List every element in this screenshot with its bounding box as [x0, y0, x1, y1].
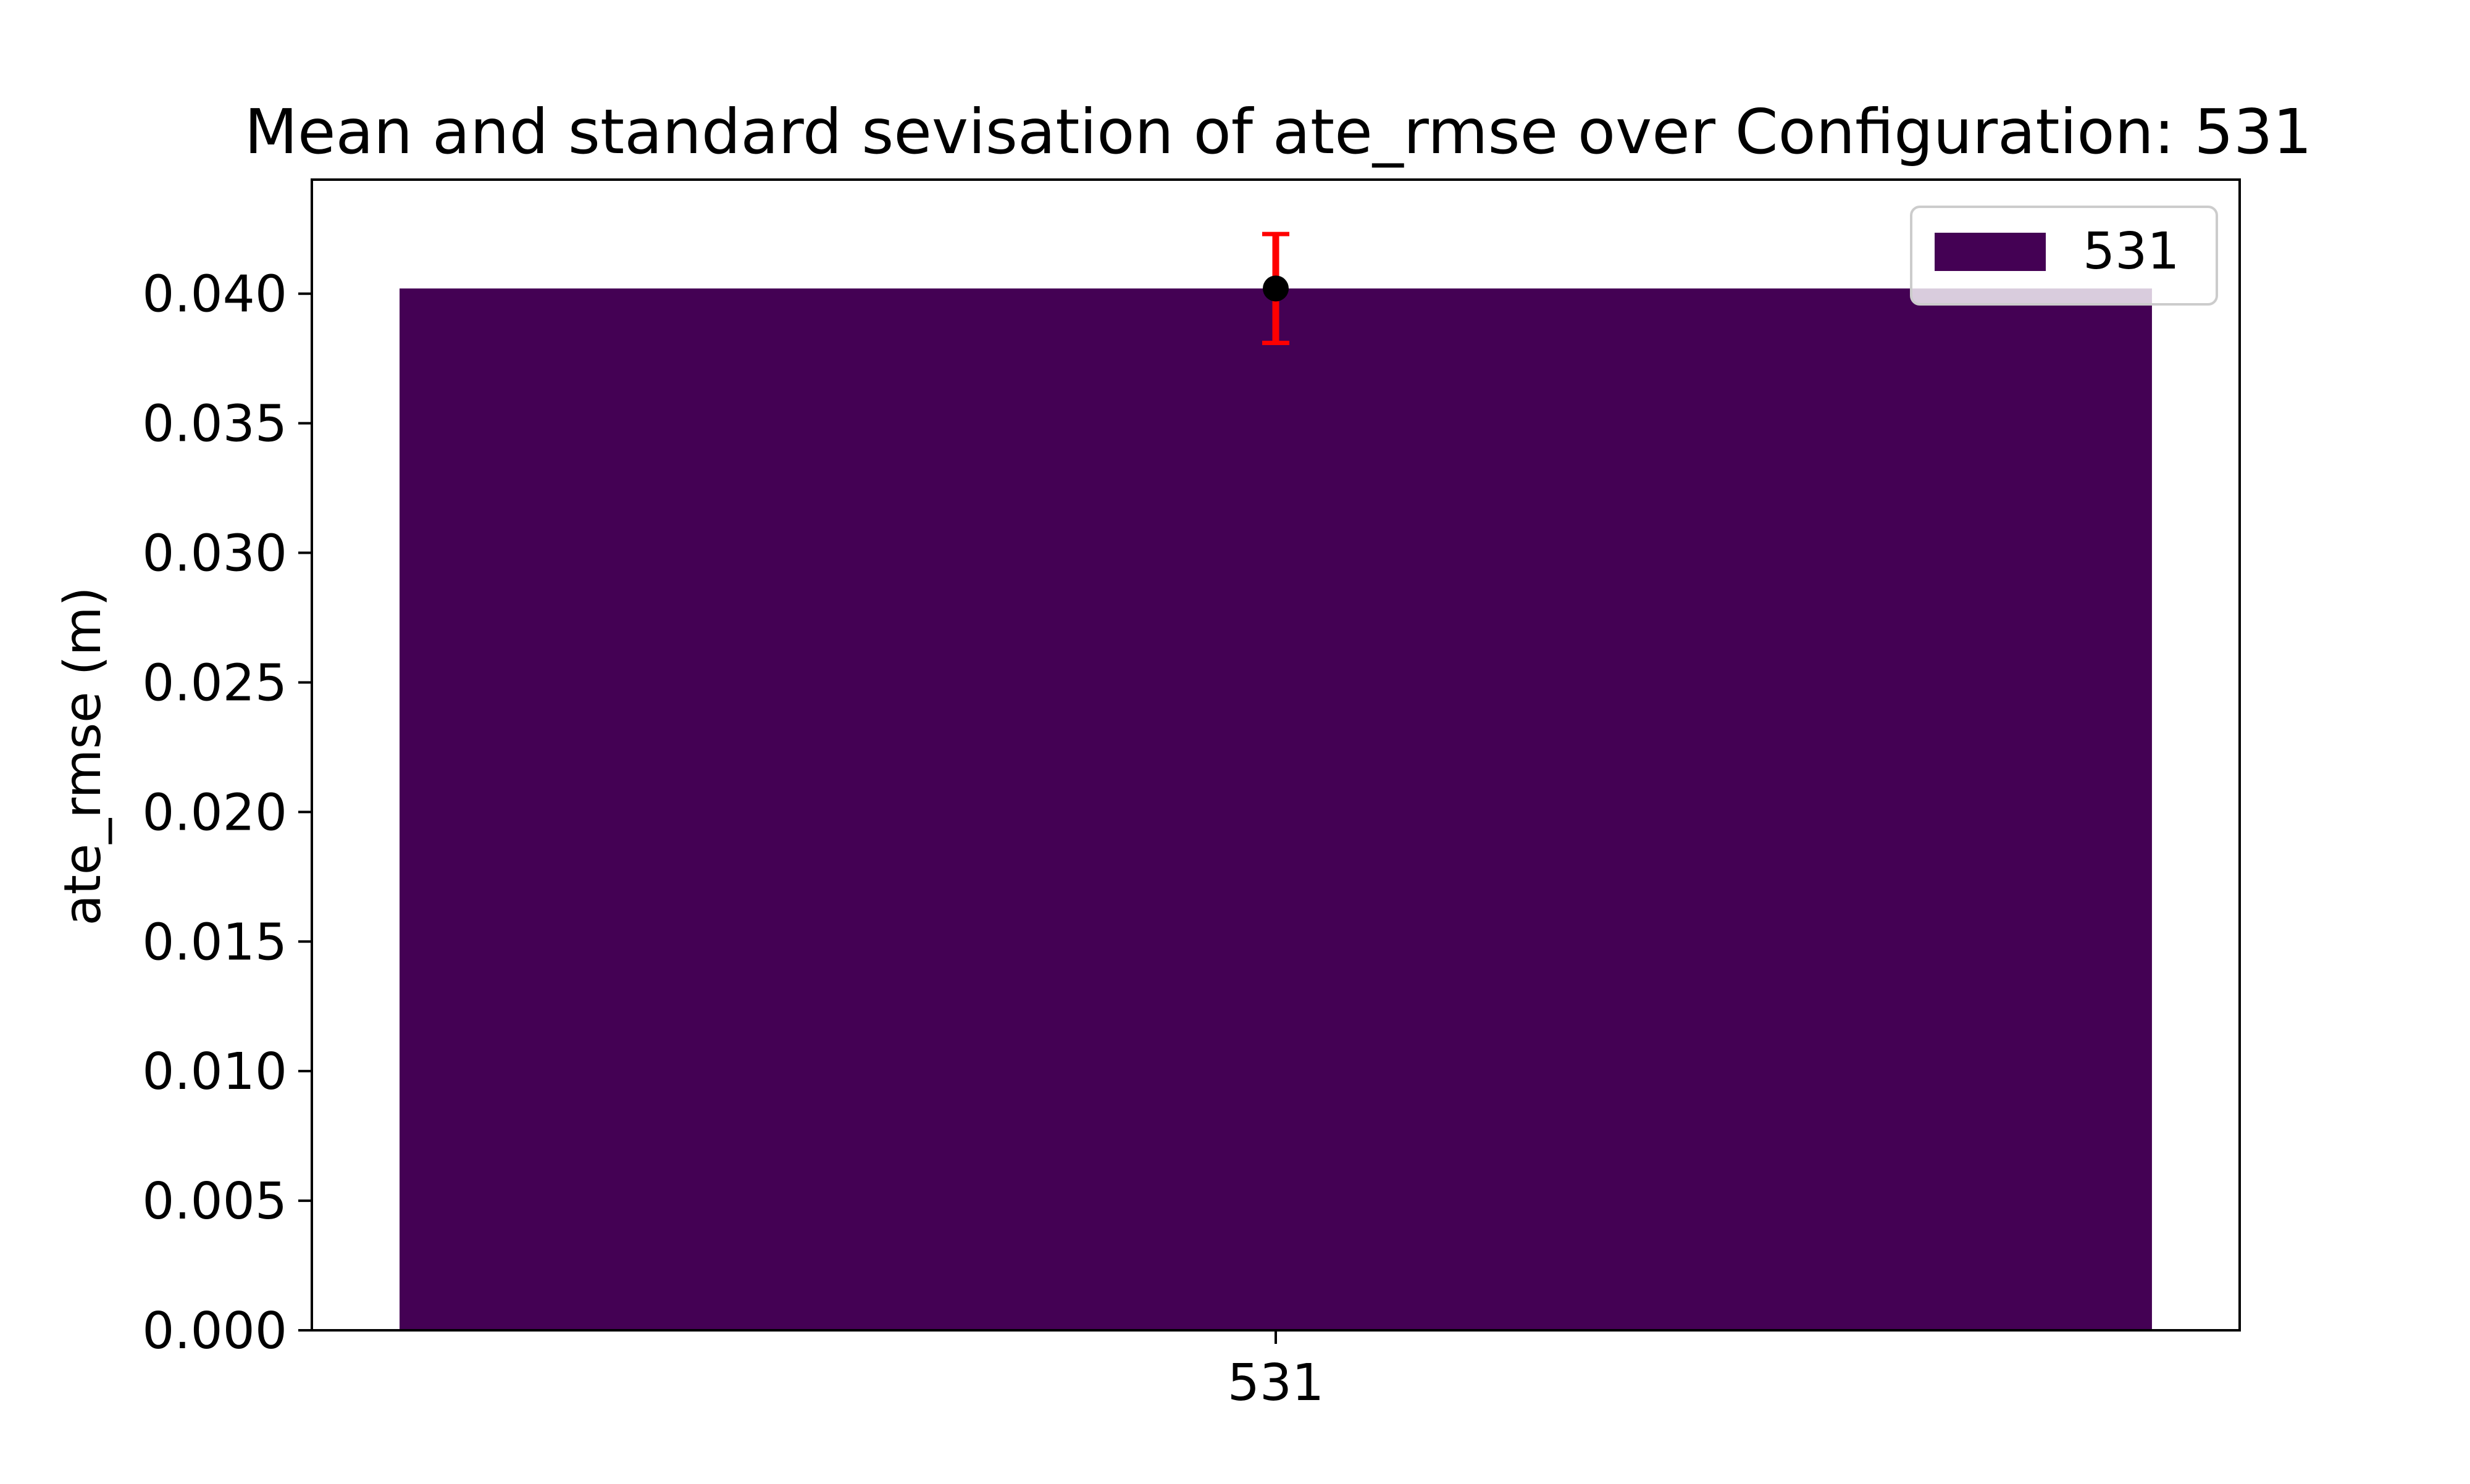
y-tick-label: 0.025 [142, 654, 287, 712]
y-tick-label: 0.035 [142, 395, 287, 454]
y-tick-label: 0.010 [142, 1043, 287, 1101]
legend-box [1910, 206, 2218, 306]
mean-marker [1263, 275, 1289, 302]
y-tick-label: 0.015 [142, 913, 287, 972]
axes: 0.000 0.005 0.010 0.015 0.020 0.025 0.030 0.035… [142, 178, 2241, 1412]
x-tick-label: 531 [1228, 1354, 1325, 1412]
y-tick-label: 0.030 [142, 525, 287, 583]
y-tick-label: 0.020 [142, 783, 287, 842]
plot-area [400, 231, 2152, 1330]
y-tick-label: 0.000 [142, 1302, 287, 1361]
legend-swatch [1935, 233, 2046, 271]
y-axis-label: ate_rmse (m) [54, 586, 112, 925]
legend: 531 [1910, 206, 2218, 306]
y-tick-label: 0.005 [142, 1172, 287, 1231]
y-tick-label: 0.040 [142, 265, 287, 324]
legend-label: 531 [2083, 222, 2180, 281]
bar [400, 288, 2152, 1330]
chart-title: Mean and standard sevisation of ate_rmse… [245, 96, 2313, 168]
